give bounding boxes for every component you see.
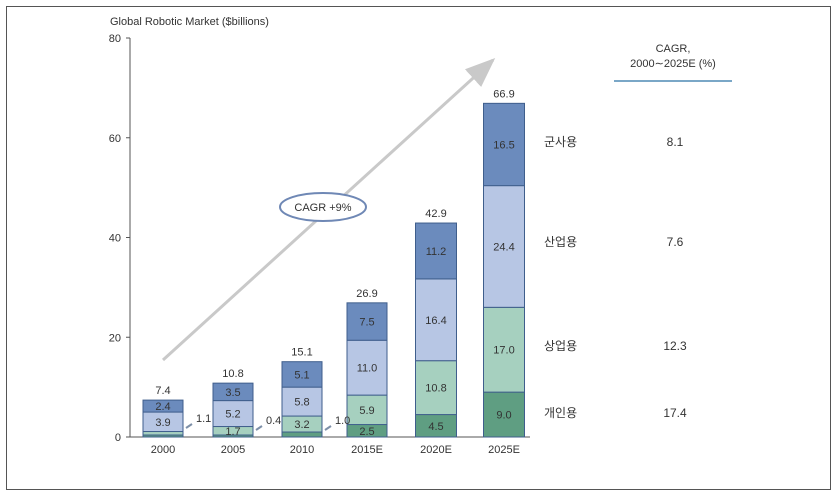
bar-segment xyxy=(346,394,388,426)
bars: 3.9 2.4 7.4 2000 1.7 5.2 3.5 10.8 2005 3.2 5.8 5.1 1… xyxy=(142,88,525,456)
bar-total-label: 26.9 xyxy=(356,288,377,300)
x-tick-label: 2020E xyxy=(420,444,452,456)
segment-label: 1.7 xyxy=(225,426,240,438)
x-tick-label: 2000 xyxy=(151,444,175,456)
bar-segment xyxy=(212,382,254,402)
cagr-header-line2: 2000∼2025E (%) xyxy=(630,58,716,70)
segment-label: 24.4 xyxy=(493,241,514,253)
legend-entry: 군사용 xyxy=(544,135,577,149)
side-label: 1.0 xyxy=(335,415,350,427)
bar-segment xyxy=(142,399,184,413)
segment-label: 11.2 xyxy=(426,246,447,258)
legend-entry: 산업용 xyxy=(544,235,577,249)
segment-label: 9.0 xyxy=(496,410,511,422)
y-tick-label: 20 xyxy=(109,332,121,344)
bar-segment xyxy=(483,185,525,308)
segment-label: 5.8 xyxy=(294,397,309,409)
x-tick-label: 2015E xyxy=(351,444,383,456)
segment-label: 3.9 xyxy=(155,417,170,429)
y-tick-label: 0 xyxy=(115,432,121,444)
segment-label: 5.2 xyxy=(225,409,240,421)
y-tick-label: 80 xyxy=(109,33,121,45)
segment-label: 17.0 xyxy=(493,345,514,357)
bar-total-label: 15.1 xyxy=(291,347,312,359)
side-label-leader xyxy=(185,423,193,429)
cagr-value: 8.1 xyxy=(667,135,684,149)
side-label: 1.1 xyxy=(196,413,211,425)
x-tick-label: 2010 xyxy=(290,444,314,456)
bar-segment xyxy=(346,339,388,396)
legend-entry: 상업용 xyxy=(544,339,577,353)
bar-total-label: 7.4 xyxy=(155,385,170,397)
bar-segment xyxy=(281,386,323,417)
segment-label: 2.5 xyxy=(359,426,374,438)
segment-label: 5.1 xyxy=(294,369,309,381)
bar-total-label: 10.8 xyxy=(222,368,243,380)
side-labels: 1.1 0.4 1.0 xyxy=(185,413,350,431)
legend: 군사용 8.1 산업용 7.6 상업용 12.3 개인용 17.4 xyxy=(544,135,687,420)
bar-segment xyxy=(415,360,457,416)
y-tick-label: 60 xyxy=(109,133,121,145)
segment-label: 3.5 xyxy=(225,387,240,399)
y-axis-label: Global Robotic Market ($billions) xyxy=(110,16,269,28)
x-tick-label: 2025E xyxy=(488,444,520,456)
segment-label: 4.5 xyxy=(428,421,443,433)
bar-segment xyxy=(483,391,525,438)
bar-total-label: 42.9 xyxy=(425,208,446,220)
bar-segment xyxy=(281,361,323,388)
side-label-leader xyxy=(324,425,332,431)
y-tick-label: 40 xyxy=(109,233,121,245)
side-label-leader xyxy=(255,425,263,431)
x-tick-label: 2005 xyxy=(221,444,245,456)
legend-entry: 개인용 xyxy=(544,406,577,420)
segment-label: 11.0 xyxy=(357,363,378,375)
cagr-header-line1: CAGR, xyxy=(656,43,691,55)
segment-label: 7.5 xyxy=(359,317,374,329)
cagr-value: 7.6 xyxy=(667,235,684,249)
bar-segment xyxy=(483,102,525,187)
bar-segment xyxy=(346,302,388,341)
cagr-value: 17.4 xyxy=(663,406,687,420)
cagr-value: 12.3 xyxy=(663,339,687,353)
segment-label: 16.4 xyxy=(425,315,446,327)
bar-segment xyxy=(142,431,184,436)
segment-label: 3.2 xyxy=(294,419,309,431)
bar-segment xyxy=(415,222,457,280)
bar-segment xyxy=(281,431,323,438)
segment-label: 10.8 xyxy=(425,383,446,395)
y-ticks: 0 20 40 60 80 xyxy=(109,33,130,444)
side-label: 0.4 xyxy=(266,415,281,427)
segment-label: 5.9 xyxy=(359,405,374,417)
segment-label: 2.4 xyxy=(155,401,170,413)
segment-label: 16.5 xyxy=(493,139,514,151)
cagr-ellipse xyxy=(279,192,367,222)
cagr-annotation: CAGR +9% xyxy=(294,202,351,214)
bar-total-label: 66.9 xyxy=(493,88,514,100)
